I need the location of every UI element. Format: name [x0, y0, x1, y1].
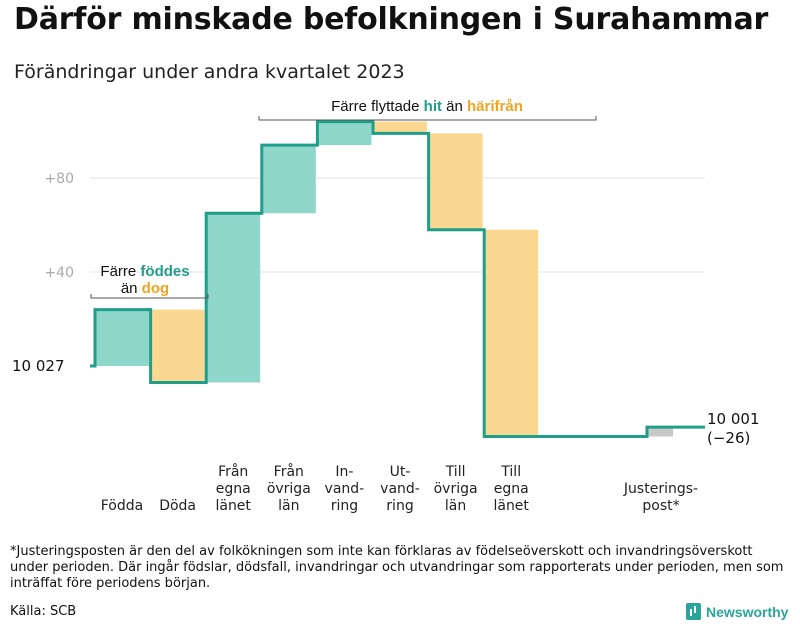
x-category-label: post*: [642, 498, 679, 514]
x-category-label: länet: [493, 498, 529, 514]
x-category-label: länet: [215, 498, 251, 514]
source: Källa: SCB: [10, 604, 77, 619]
footnote: *Justeringsposten är den del av folkökni…: [10, 544, 784, 591]
x-category-label: Från: [274, 463, 304, 480]
end-value-label: (−26): [707, 429, 750, 447]
x-category-label: Från: [218, 463, 248, 480]
x-category-label: ring: [331, 498, 358, 514]
moves-annotation: Färre flyttade hit än härifrån: [331, 98, 523, 115]
y-tick-label: +40: [44, 265, 74, 281]
x-category-label: ring: [386, 498, 413, 514]
x-category-label: Justerings-: [623, 481, 698, 497]
gain-bar: [317, 121, 372, 146]
x-category-label: Ut-: [390, 464, 411, 480]
x-category-label: vand-: [325, 481, 365, 497]
chart-title: Därför minskade befolkningen i Surahamma…: [14, 2, 769, 37]
loss-bar: [150, 309, 205, 383]
loss-bar: [428, 133, 483, 230]
x-category-label: Födda: [101, 498, 143, 514]
adjustment-bar: [647, 427, 673, 437]
x-category-label: egna: [216, 481, 251, 497]
gain-bar: [261, 145, 316, 214]
step-line: [90, 120, 705, 438]
x-category-label: egna: [494, 481, 529, 497]
x-category-label: Till: [500, 464, 521, 480]
x-category-label: Till: [445, 464, 466, 480]
end-value-label: 10 001: [707, 410, 760, 428]
births-bracket: [90, 294, 209, 299]
births-annotation-line1: Färre föddes: [100, 263, 189, 280]
x-category-label: län: [278, 498, 299, 514]
brand-logo[interactable]: Newsworthy: [686, 603, 788, 620]
x-category-label: Döda: [159, 498, 196, 514]
x-category-label: vand-: [380, 481, 420, 497]
y-tick-label: +80: [44, 171, 74, 187]
start-value-label: 10 027: [12, 357, 65, 375]
x-category-label: övriga: [267, 481, 311, 497]
brand-name: Newsworthy: [706, 603, 789, 620]
loss-bar: [373, 121, 427, 134]
moves-bracket: [258, 116, 597, 121]
x-category-label: In-: [335, 464, 353, 480]
x-category-label: övriga: [434, 481, 478, 497]
chart-subtitle: Förändringar under andra kvartalet 2023: [14, 61, 405, 83]
births-annotation-line2: än dog: [121, 280, 169, 297]
gain-bar: [206, 213, 261, 383]
x-category-label: län: [445, 498, 466, 514]
bar-chart-icon: [686, 603, 701, 620]
gain-bar: [95, 309, 149, 366]
loss-bar: [484, 229, 539, 437]
